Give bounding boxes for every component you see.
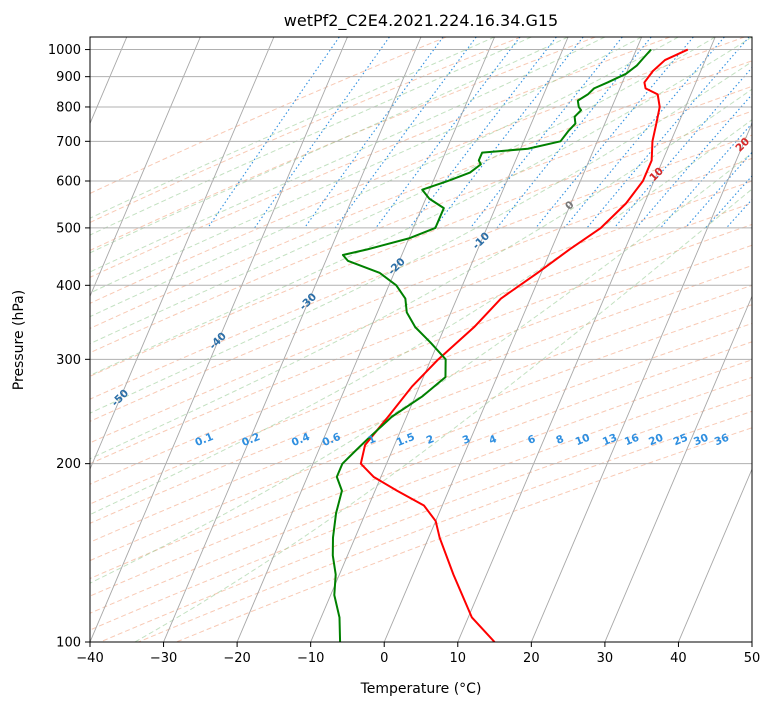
isotherm-line: [678, 467, 752, 642]
mixing-ratio-line: [207, 37, 340, 229]
x-tick-label: 40: [670, 651, 687, 666]
mixing-ratio-line: [496, 37, 652, 229]
y-tick-label: 900: [56, 70, 81, 85]
mixing-ratio-annotation: 6: [526, 433, 537, 447]
x-tick-label: 30: [597, 651, 614, 666]
moist-adiabat-line: [90, 61, 752, 414]
mixing-ratio-line: [470, 37, 623, 229]
moist-adiabat-line: [134, 188, 752, 642]
dry-adiabat-line: [90, 85, 752, 354]
x-tick-label: 20: [523, 651, 540, 666]
y-tick-label: 300: [56, 353, 81, 368]
mixing-ratio-line: [304, 37, 444, 229]
dry-adiabat-line: [90, 304, 752, 562]
moist-adiabat-line: [90, 37, 679, 318]
isotherm-line: [236, 37, 495, 642]
dry-adiabat-line: [138, 410, 752, 642]
grid-lines: [90, 37, 752, 642]
dry-adiabat-line: [90, 244, 752, 505]
moist-adiabat-line: [90, 37, 606, 273]
plot-frame: [89, 36, 753, 643]
background-lines: [90, 37, 752, 642]
moist-adiabat-line: [90, 37, 642, 294]
mixing-ratio-line: [635, 93, 752, 229]
mixing-ratio-annotation: 30: [692, 432, 710, 449]
dry-adiabat-line: [90, 134, 752, 400]
moist-adiabat-line: [90, 88, 752, 460]
mixing-ratio-annotation: 16: [623, 432, 641, 449]
isotherm-line: [457, 37, 716, 642]
y-tick-label: 400: [56, 279, 81, 294]
dry-adiabat-line: [90, 322, 752, 580]
dry-adiabat-line: [90, 265, 752, 524]
mixing-ratio-line: [334, 37, 477, 229]
mixing-ratio-line: [563, 37, 725, 229]
y-tick-label: 1000: [48, 43, 81, 58]
dewpoint-profile-line: [331, 48, 652, 642]
isotherm-line: [530, 122, 752, 642]
mixing-ratio-annotation: 1: [366, 433, 377, 447]
isotherm-line: [90, 37, 348, 642]
x-tick-label: 50: [744, 651, 761, 666]
mixing-ratio-annotation: 4: [487, 433, 498, 447]
x-tick-label: −30: [150, 651, 177, 666]
dry-adiabat-line: [100, 393, 752, 642]
dry-adiabat-line: [176, 427, 752, 642]
y-tick-label: 100: [56, 636, 81, 651]
y-axis: 100 200 300 400 500 600 700 800 900 1000: [48, 43, 90, 651]
x-tick-label: −10: [297, 651, 324, 666]
isotherm-line: [604, 295, 752, 642]
dry-adiabat-line: [90, 284, 752, 543]
temperature-profile-line: [359, 48, 689, 642]
dry-adiabat-line: [90, 60, 752, 329]
isotherm-line: [310, 37, 569, 642]
x-tick-label: 0: [380, 651, 388, 666]
moist-adiabat-line: [90, 37, 495, 219]
mixing-ratio-annotation: 13: [601, 432, 619, 449]
chart-title: wetPf2_C2E4.2021.224.16.34.G15: [284, 11, 558, 31]
y-tick-label: 500: [56, 221, 81, 236]
x-axis-label: Temperature (°C): [360, 681, 482, 697]
moist-adiabat-line: [90, 37, 716, 345]
x-tick-label: 10: [450, 651, 467, 666]
mixing-ratio-annotation: 2: [425, 433, 436, 447]
profile-lines: [331, 48, 689, 642]
mixing-ratio-annotation: 20: [647, 432, 665, 449]
y-tick-label: 700: [56, 135, 81, 150]
mixing-ratio-line: [375, 37, 521, 229]
mixing-ratio-annotation: 25: [672, 432, 690, 449]
x-axis: −40 −30 −20 −10 0 10 20 30 40 50: [76, 642, 760, 666]
x-tick-label: −20: [223, 651, 250, 666]
isotherm-line: [383, 37, 643, 642]
dry-adiabat-line: [90, 157, 752, 422]
mixing-ratio-annotation: 10: [574, 432, 592, 449]
isotherm-line: [90, 37, 275, 471]
mixing-ratio-annotation: 8: [554, 433, 565, 447]
dry-adiabat-line: [90, 110, 752, 377]
moist-adiabat-line: [90, 119, 752, 516]
mixing-ratio-annotation: 3: [461, 433, 472, 447]
y-tick-label: 600: [56, 174, 81, 189]
mixing-ratio-annotation: 36: [713, 432, 731, 449]
dry-adiabat-line: [90, 341, 752, 597]
moist-adiabat-line: [90, 152, 752, 584]
x-tick-label: −40: [76, 651, 103, 666]
y-axis-label: Pressure (hPa): [11, 290, 27, 390]
plot-area: -100-90-80-70-60-50-40-30-20-10010203040…: [90, 37, 752, 642]
dry-adiabat-line: [90, 202, 752, 465]
isotherm-line: [90, 37, 201, 298]
y-tick-label: 200: [56, 457, 81, 472]
y-tick-label: 800: [56, 100, 81, 115]
isotherm-line: [163, 37, 422, 642]
